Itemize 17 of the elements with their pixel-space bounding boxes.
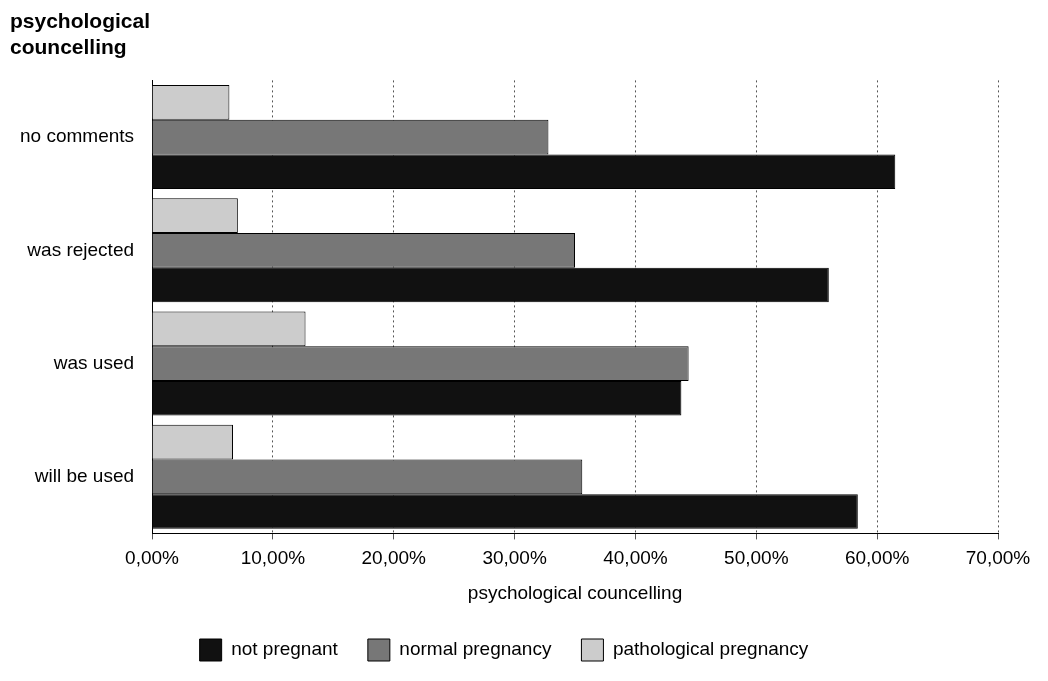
chart-title: psychological councelling [10, 9, 151, 58]
x-tick-label: 20,00% [361, 547, 427, 569]
x-tick-label: 70,00% [965, 547, 1031, 569]
y-tick-label: will be used [33, 465, 135, 487]
x-axis-title: psychological councelling [467, 581, 683, 603]
x-tick-label: 30,00% [482, 547, 547, 569]
legend-label: normal pregnancy [399, 638, 552, 660]
legend-label: pathological pregnancy [612, 638, 809, 660]
x-tick-label: 50,00% [724, 547, 789, 569]
x-tick-label: 10,00% [240, 547, 306, 569]
legend-label: not pregnant [231, 638, 339, 660]
y-tick-label: was used [52, 351, 135, 373]
y-tick-label: was rejected [26, 238, 135, 260]
x-tick-label: 0,00% [125, 547, 180, 569]
x-tick-label: 60,00% [844, 547, 910, 569]
y-tick-label: no comments [20, 125, 135, 147]
x-tick-label: 40,00% [603, 547, 668, 569]
